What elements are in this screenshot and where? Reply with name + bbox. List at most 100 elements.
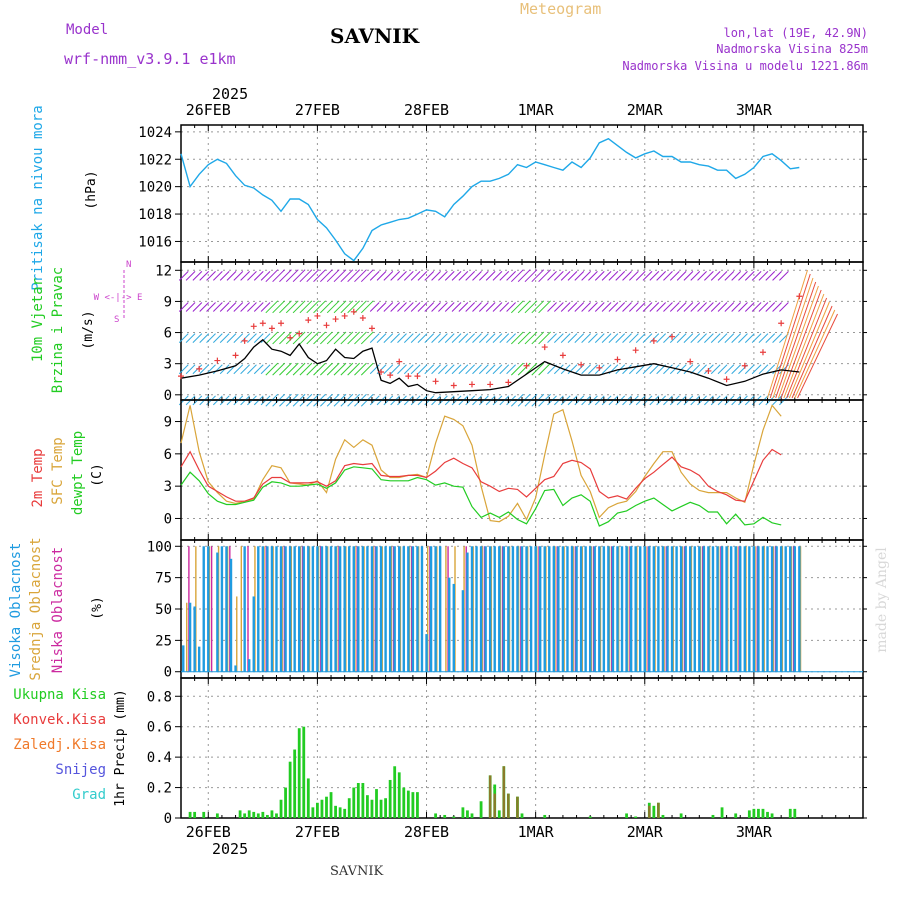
wind-arrow [510, 269, 524, 283]
cloud-bar [648, 546, 651, 672]
precip-bar [747, 810, 751, 818]
wind-arrow [376, 270, 387, 281]
precip-bar [279, 799, 283, 818]
wind-arrow [676, 302, 687, 312]
cloud-bar [207, 546, 210, 672]
wind-arrow [690, 302, 701, 312]
cloud-bar [265, 546, 267, 672]
wind-arrow [567, 270, 578, 281]
cloud-bar [707, 546, 710, 672]
wind-arrow [731, 270, 742, 281]
cloud-bar [483, 546, 486, 672]
wind-arrow [499, 333, 510, 343]
wind-arrow [360, 362, 374, 376]
wind-arrow [608, 270, 619, 281]
wind-arrow [451, 302, 462, 312]
wind-arrow [622, 302, 632, 312]
wind-arrow [731, 333, 742, 343]
wind-gust-marker [687, 358, 694, 365]
wind-arrow [397, 270, 407, 281]
cloud-bar [352, 546, 355, 672]
cloud-bar [348, 546, 351, 672]
wind-gust-marker [487, 381, 494, 388]
cloud-bar [279, 546, 283, 672]
wind-arrow [219, 302, 230, 312]
wind-arrow [683, 333, 694, 343]
day-label-top: 26FEB [186, 101, 231, 119]
cloud-bar [461, 590, 465, 672]
wind-gust-marker [596, 364, 603, 371]
wind-gust-marker [305, 317, 312, 324]
wind-speed-line [180, 338, 800, 394]
dewpoint-line [180, 466, 782, 527]
wind-arrow [340, 269, 354, 283]
cloud-bar [257, 546, 260, 672]
wind-gust-streak [786, 297, 828, 399]
model-label: Model [66, 22, 108, 38]
wind-arrow [313, 362, 326, 376]
precip-bar [384, 798, 387, 818]
wind-arrow [390, 364, 401, 375]
wind-arrow [642, 364, 653, 375]
precip-bar [356, 783, 360, 818]
product-title: Meteogram [520, 0, 601, 18]
precip-title: 1hr Precip (mm) [113, 689, 128, 806]
wind-arrow [765, 333, 776, 343]
wind-arrow [240, 364, 250, 375]
day-label-bottom: 2MAR [627, 823, 664, 841]
wind-arrow [704, 302, 714, 312]
precip-bar [761, 808, 765, 818]
precip-bar [397, 772, 401, 818]
precip-bar [479, 801, 483, 818]
wind-arrow [517, 269, 531, 283]
cloud-bar [186, 602, 188, 672]
precip-bar [238, 810, 242, 818]
wind-arrow [717, 302, 728, 312]
conv-precip-bar [657, 802, 660, 818]
wind-arrow [581, 302, 591, 312]
wind-arrow [360, 331, 374, 345]
day-label-top: 3MAR [736, 101, 773, 119]
wind-arrow [724, 364, 735, 375]
wind-gust-streak [797, 313, 838, 399]
wind-arrow [253, 333, 264, 343]
wind-arrow [663, 333, 673, 343]
wind-arrow [717, 364, 728, 375]
wind-arrow [478, 270, 489, 281]
cloud-bar [188, 602, 192, 672]
wind-arrow [206, 270, 216, 281]
wind-arrow [506, 333, 516, 343]
precip-bar [361, 783, 365, 818]
wind-arrow [326, 331, 340, 345]
cloud-bar [384, 546, 387, 672]
wind-gust-marker [614, 356, 621, 363]
wind-arrow [206, 333, 216, 343]
station-title: SAVNIK [330, 24, 420, 48]
cloud-bar [766, 546, 769, 672]
wind-arrow [285, 300, 299, 314]
wind-arrow [226, 333, 237, 343]
wind-arrow [524, 300, 538, 314]
cloud-bar [429, 546, 433, 672]
cloud-bar [775, 546, 778, 672]
wind-arrow [615, 270, 626, 281]
cloud-bar [698, 546, 701, 672]
wind-arrow [185, 364, 196, 375]
cloud-bar [316, 546, 319, 672]
wind-arrow [347, 269, 361, 283]
wind-arrow [376, 302, 387, 312]
wind-arrow [333, 362, 347, 376]
wind-arrow [485, 270, 496, 281]
cloud-bar [575, 546, 578, 672]
wind-arrow [738, 302, 748, 312]
wind-arrow [669, 364, 680, 375]
wind-arrow [485, 364, 496, 375]
cloud-bar [281, 546, 283, 672]
y-tick-label: 12 [155, 263, 172, 279]
bottom-day-labels: 26FEB 27FEB 28FEB 1MAR 2MAR 3MAR [186, 823, 773, 841]
wind-arrow [369, 270, 380, 281]
cloud-bar [229, 558, 233, 672]
cloud-bar [757, 546, 760, 672]
precip-bar [302, 726, 306, 818]
wind-arrow [717, 270, 728, 281]
